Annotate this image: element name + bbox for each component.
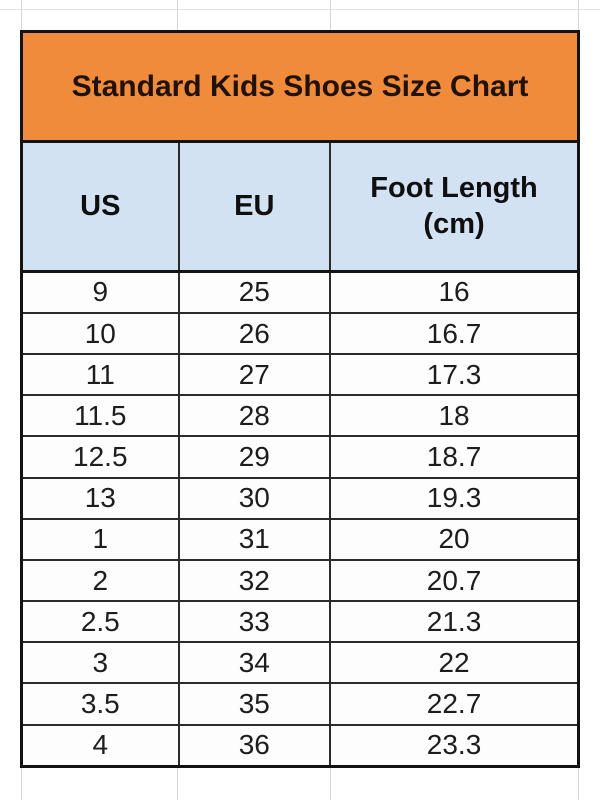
- column-header-foot-length-line2: (cm): [423, 208, 485, 241]
- cell-us: 2: [20, 558, 180, 603]
- table-header-row: US EU Foot Length (cm): [20, 140, 580, 273]
- table-row: 11.5 28 18: [20, 394, 580, 438]
- column-header-foot-length: Foot Length (cm): [329, 140, 580, 273]
- table-row: 9 25 16: [20, 270, 580, 315]
- cell-foot-length-cm: 19.3: [329, 476, 580, 520]
- table-row: 10 26 16.7: [20, 312, 580, 356]
- cell-us: 11.5: [20, 394, 180, 438]
- table-row: 2 32 20.7: [20, 558, 580, 603]
- spreadsheet-gridline-horizontal: [0, 9, 600, 10]
- table-row: 11 27 17.3: [20, 353, 580, 397]
- table-row: 4 36 23.3: [20, 723, 580, 768]
- cell-eu: 34: [177, 641, 332, 685]
- cell-foot-length-cm: 16.7: [329, 312, 580, 356]
- cell-foot-length-cm: 20: [329, 517, 580, 561]
- size-chart-table-container: Standard Kids Shoes Size Chart US EU Foo…: [20, 30, 580, 768]
- cell-us: 13: [20, 476, 180, 520]
- cell-foot-length-cm: 17.3: [329, 353, 580, 397]
- column-header-foot-length-line1: Foot Length: [370, 172, 538, 205]
- cell-us: 9: [20, 270, 180, 315]
- cell-eu: 28: [177, 394, 332, 438]
- cell-eu: 31: [177, 517, 332, 561]
- cell-foot-length-cm: 22.7: [329, 682, 580, 726]
- cell-foot-length-cm: 23.3: [329, 723, 580, 768]
- cell-eu: 33: [177, 600, 332, 644]
- cell-us: 3.5: [20, 682, 180, 726]
- table-row: 2.5 33 21.3: [20, 600, 580, 644]
- cell-us: 1: [20, 517, 180, 561]
- cell-eu: 30: [177, 476, 332, 520]
- table-row: 13 30 19.3: [20, 476, 580, 520]
- cell-us: 11: [20, 353, 180, 397]
- cell-us: 3: [20, 641, 180, 685]
- table-row: 12.5 29 18.7: [20, 435, 580, 479]
- cell-eu: 29: [177, 435, 332, 479]
- cell-foot-length-cm: 22: [329, 641, 580, 685]
- cell-us: 10: [20, 312, 180, 356]
- cell-foot-length-cm: 16: [329, 270, 580, 315]
- column-header-eu: EU: [177, 140, 332, 273]
- cell-foot-length-cm: 20.7: [329, 558, 580, 603]
- cell-eu: 35: [177, 682, 332, 726]
- cell-eu: 27: [177, 353, 332, 397]
- table-row: 3.5 35 22.7: [20, 682, 580, 726]
- cell-eu: 25: [177, 270, 332, 315]
- table-row: 3 34 22: [20, 641, 580, 685]
- cell-foot-length-cm: 18.7: [329, 435, 580, 479]
- table-title: Standard Kids Shoes Size Chart: [20, 30, 580, 144]
- cell-foot-length-cm: 21.3: [329, 600, 580, 644]
- cell-foot-length-cm: 18: [329, 394, 580, 438]
- cell-us: 12.5: [20, 435, 180, 479]
- table-row: 1 31 20: [20, 517, 580, 561]
- column-header-us: US: [20, 140, 180, 273]
- cell-us: 4: [20, 723, 180, 768]
- cell-eu: 32: [177, 558, 332, 603]
- size-table-body: 9 25 16 10 26 16.7 11 27 17.3 11.5 28 18 12.5 29 18.7 1…: [20, 270, 580, 768]
- cell-eu: 36: [177, 723, 332, 768]
- cell-eu: 26: [177, 312, 332, 356]
- size-chart-table: Standard Kids Shoes Size Chart US EU Foo…: [20, 30, 580, 768]
- cell-us: 2.5: [20, 600, 180, 644]
- table-title-row: Standard Kids Shoes Size Chart: [20, 30, 580, 144]
